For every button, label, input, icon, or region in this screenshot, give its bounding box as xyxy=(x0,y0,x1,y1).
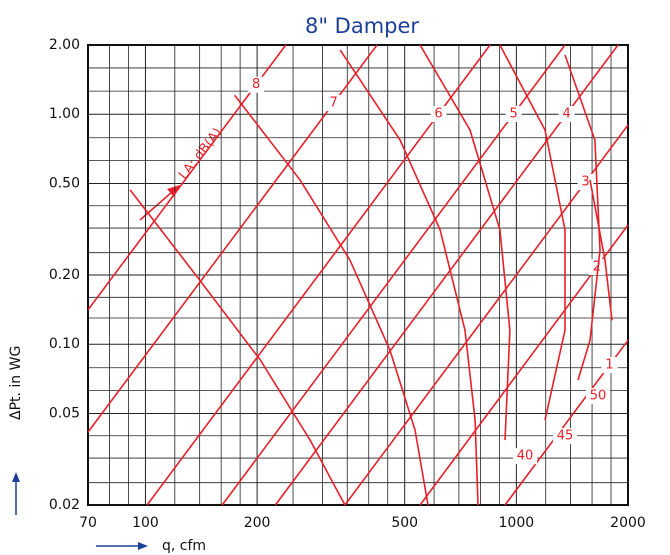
x-tick-label: 500 xyxy=(391,515,418,531)
series-line xyxy=(234,94,429,506)
series-label: 8 xyxy=(252,77,260,92)
label-bg xyxy=(585,388,610,405)
y-arrow-head xyxy=(12,472,20,482)
y-tick-label: 0.50 xyxy=(49,175,80,191)
label-bg xyxy=(430,106,447,122)
plot-frame xyxy=(87,44,629,506)
series-label: 6 xyxy=(434,107,442,122)
label-bg xyxy=(558,106,575,122)
series-line xyxy=(564,54,601,381)
annotation: LA: dB(A) xyxy=(176,125,225,182)
x-tick-label: 2000 xyxy=(610,515,646,531)
series-line xyxy=(499,44,566,421)
series-label: 7 xyxy=(330,96,338,111)
label-bg xyxy=(505,106,522,122)
x-arrow-head xyxy=(138,542,148,550)
x-tick-label: 100 xyxy=(132,515,159,531)
series-label: 40 xyxy=(517,449,534,464)
series-label: 1 xyxy=(605,358,613,373)
series-label: 3 xyxy=(581,174,589,189)
y-axis-label: ΔPt. in WG xyxy=(8,346,24,420)
series-label: 2 xyxy=(593,259,601,274)
label-bg xyxy=(553,428,578,445)
x-tick-label: 70 xyxy=(79,515,97,531)
series-label: 5 xyxy=(509,107,517,122)
chart-title: 8" Damper xyxy=(305,14,419,38)
series-label: 4 xyxy=(562,107,570,122)
series-line xyxy=(339,49,479,506)
series-line xyxy=(129,189,346,506)
label-bg xyxy=(577,173,594,190)
label-bg xyxy=(601,357,618,374)
series-line xyxy=(419,44,511,441)
label-bg xyxy=(513,448,538,465)
label-bg xyxy=(248,76,265,93)
series-line xyxy=(589,179,613,321)
annotation-arrow-head xyxy=(167,185,180,197)
y-tick-label: 0.20 xyxy=(49,267,80,283)
x-axis-label: q, cfm xyxy=(162,538,206,554)
series-label: 50 xyxy=(590,389,607,404)
series-label: 45 xyxy=(557,429,574,444)
label-bg xyxy=(588,258,605,275)
y-tick-label: 0.02 xyxy=(49,497,80,513)
x-tick-label: 200 xyxy=(244,515,271,531)
x-tick-label: 1000 xyxy=(499,515,535,531)
label-bg xyxy=(325,95,342,112)
y-tick-label: 0.05 xyxy=(49,405,80,421)
y-tick-label: 0.10 xyxy=(49,336,80,352)
y-tick-label: 2.00 xyxy=(49,37,80,53)
y-tick-label: 1.00 xyxy=(49,106,80,122)
